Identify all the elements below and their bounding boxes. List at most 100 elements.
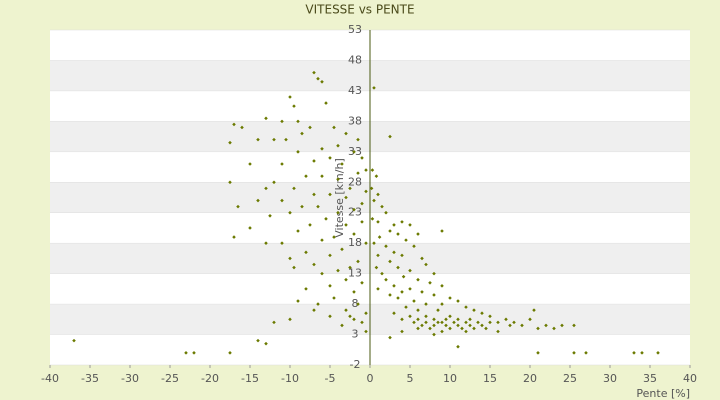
point: [344, 308, 348, 312]
point: [328, 314, 332, 319]
point: [408, 314, 412, 319]
point: [328, 253, 332, 258]
point: [304, 287, 308, 291]
point: [324, 101, 328, 105]
x-tick-label: -15: [241, 372, 259, 385]
point: [312, 262, 316, 267]
point: [380, 204, 384, 209]
point: [344, 223, 348, 227]
point: [376, 220, 380, 224]
y-axis-label: Vitesse [km/h]: [333, 158, 346, 238]
point: [304, 250, 308, 255]
point: [280, 119, 284, 124]
point: [248, 226, 252, 230]
point: [336, 268, 340, 273]
point: [388, 229, 392, 233]
point: [292, 186, 296, 191]
point: [364, 311, 368, 316]
point: [344, 195, 348, 200]
point: [352, 290, 356, 294]
point: [584, 351, 588, 355]
point: [360, 280, 364, 285]
point: [296, 119, 300, 124]
y-tick-label: 38: [348, 114, 362, 127]
point: [356, 259, 360, 264]
point: [440, 229, 444, 233]
point: [320, 146, 324, 151]
point: [336, 177, 340, 182]
point: [464, 305, 468, 309]
point: [228, 180, 232, 185]
point: [440, 320, 444, 325]
point: [284, 137, 288, 142]
point: [356, 137, 360, 142]
point: [240, 125, 244, 130]
point: [392, 223, 396, 227]
y-tick-label: -2: [350, 358, 361, 371]
point: [488, 314, 492, 319]
point: [236, 204, 240, 209]
point: [360, 320, 364, 325]
point: [320, 238, 324, 242]
point: [352, 317, 356, 322]
point: [370, 217, 375, 221]
point: [392, 311, 396, 316]
point: [444, 323, 448, 328]
x-tick-label: -25: [161, 372, 179, 385]
point: [280, 198, 284, 203]
point: [372, 86, 376, 90]
point: [444, 317, 448, 322]
point: [232, 235, 236, 239]
y-tick-label: 8: [352, 297, 359, 310]
point: [376, 253, 380, 258]
point: [400, 329, 404, 334]
point: [192, 351, 196, 355]
point: [420, 256, 424, 261]
point: [324, 217, 328, 221]
point: [320, 271, 324, 276]
point: [552, 326, 556, 331]
point: [380, 271, 384, 276]
point: [340, 162, 344, 166]
point: [452, 320, 456, 325]
point: [472, 326, 476, 331]
x-tick-label: 5: [407, 372, 414, 385]
point: [468, 317, 472, 322]
point: [408, 223, 412, 227]
x-tick-label: 20: [523, 372, 537, 385]
chart-title: VITESSE vs PENTE: [305, 3, 414, 17]
point: [328, 284, 332, 288]
point: [374, 174, 379, 178]
point: [536, 351, 540, 355]
point: [232, 122, 236, 127]
point: [360, 156, 364, 160]
point: [484, 326, 488, 331]
x-tick-label: -30: [121, 372, 139, 385]
point: [372, 198, 376, 203]
point: [256, 338, 260, 343]
point: [424, 302, 428, 306]
point: [408, 268, 412, 273]
point: [420, 290, 424, 294]
point: [356, 302, 360, 306]
point: [504, 317, 508, 322]
point: [308, 125, 312, 130]
point: [344, 277, 348, 282]
point: [264, 186, 268, 191]
point: [316, 204, 320, 209]
point: [288, 317, 292, 322]
point: [312, 70, 316, 75]
point: [432, 323, 436, 328]
point: [256, 198, 260, 203]
point: [468, 323, 472, 328]
point: [328, 156, 332, 160]
point: [400, 220, 404, 224]
point: [432, 317, 436, 322]
point: [336, 143, 340, 148]
point: [370, 168, 375, 172]
point: [348, 314, 352, 319]
point: [280, 241, 284, 245]
point: [440, 302, 444, 306]
x-tick-label: 0: [367, 372, 374, 385]
